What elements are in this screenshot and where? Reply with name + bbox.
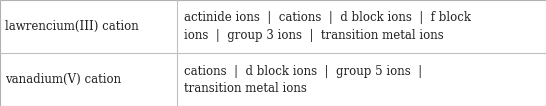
Text: vanadium(V) cation: vanadium(V) cation bbox=[5, 73, 122, 86]
Text: cations  |  d block ions  |  group 5 ions  |
transition metal ions: cations | d block ions | group 5 ions | … bbox=[184, 64, 422, 95]
Text: actinide ions  |  cations  |  d block ions  |  f block
ions  |  group 3 ions  | : actinide ions | cations | d block ions |… bbox=[184, 11, 471, 42]
Text: lawrencium(III) cation: lawrencium(III) cation bbox=[5, 20, 139, 33]
